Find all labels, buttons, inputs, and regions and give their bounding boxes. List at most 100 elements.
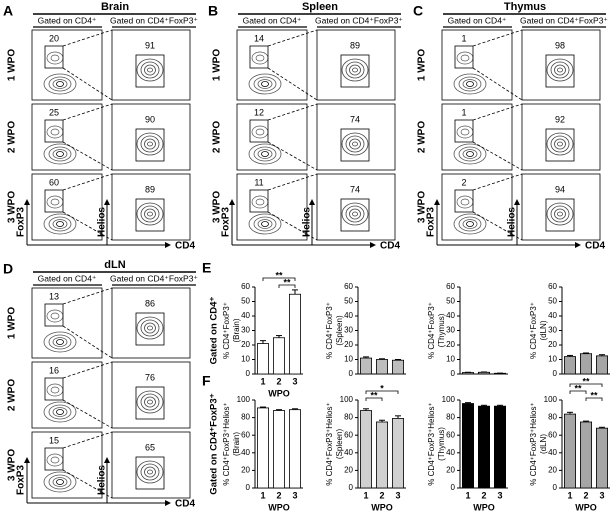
panel-title: dLN [104, 259, 125, 271]
significance-label: * [380, 383, 384, 393]
gate-link [267, 211, 318, 241]
bar [391, 359, 404, 375]
significance-bracket [569, 383, 603, 387]
bar [461, 403, 474, 489]
contour [352, 67, 358, 73]
significance-bracket [278, 284, 296, 288]
y-tick-label: 0 [246, 369, 251, 378]
y-tick-label: 40 [548, 311, 557, 320]
x-tick-label: 2 [583, 490, 588, 500]
column-header: Gated on CD4⁺FoxP3⁺ [315, 15, 403, 25]
y-axis-label: % CD4⁺FoxP3⁺Helios⁺ [529, 402, 538, 485]
contour [48, 146, 72, 162]
y-tick-label: 40 [446, 448, 455, 457]
row-label: 2 WPO [7, 121, 18, 153]
gate-link [62, 287, 113, 305]
gate-value: 25 [49, 107, 59, 117]
contour [546, 202, 574, 226]
gate-link [267, 173, 318, 191]
contour [56, 81, 64, 87]
y-tick-label: 40 [241, 311, 250, 320]
contour [144, 322, 156, 334]
contour [550, 135, 570, 153]
significance-label: ** [582, 376, 590, 386]
contour [52, 149, 68, 159]
gate-link [472, 141, 523, 171]
x-axis-label: WPO [473, 502, 495, 512]
contour [453, 143, 487, 165]
column-header: Gated on CD4⁺FoxP3⁺ [110, 15, 198, 25]
contour [46, 453, 64, 467]
plot-frame [111, 431, 191, 499]
x-tick-label: 3 [599, 490, 604, 500]
contour [56, 339, 64, 345]
y-tick-label: 40 [548, 448, 557, 457]
y-tick-label: 40 [344, 448, 353, 457]
x-tick-label: 2 [276, 376, 281, 386]
gate-value: 60 [49, 177, 59, 187]
bar [596, 427, 609, 489]
contour [50, 312, 60, 320]
axis-label: FoxP3 [221, 207, 232, 237]
contour [349, 64, 361, 76]
y-axis-label: % CD4⁺FoxP3⁺Helios⁺ [222, 402, 231, 485]
contour [554, 208, 566, 220]
contour [251, 195, 269, 209]
gate [44, 377, 64, 401]
contour [345, 61, 365, 79]
row-label: 3 WPO [7, 191, 18, 223]
column-header: Gated on CD4⁺ [38, 273, 97, 283]
y-axis-label: (Thymus) [437, 427, 446, 461]
contour [56, 151, 64, 157]
gate-value: 1 [461, 33, 466, 43]
plot-frame [521, 173, 601, 241]
significance-label: ** [370, 390, 378, 400]
y-tick-label: 20 [446, 466, 455, 475]
bar [493, 405, 506, 489]
y-tick-label: 50 [446, 297, 455, 306]
gate [340, 54, 370, 88]
bar [564, 356, 577, 375]
contour [52, 79, 68, 89]
y-tick-label: 0 [349, 369, 354, 378]
plot-frame [521, 103, 601, 171]
contour [248, 143, 282, 165]
gate [44, 189, 64, 213]
contour [52, 477, 68, 487]
contour [460, 54, 470, 62]
contour [48, 334, 72, 350]
axis-label: CD4 [175, 499, 195, 510]
axis-label: Helios [97, 207, 108, 237]
y-tick-label: 40 [241, 448, 250, 457]
contour [341, 132, 369, 156]
gate-value: 13 [49, 291, 59, 301]
gate-link [62, 325, 113, 359]
contour [46, 383, 64, 397]
gate-link [62, 141, 113, 171]
contour [43, 401, 77, 423]
plot-frame [316, 173, 396, 241]
contour [136, 390, 164, 414]
contour [466, 81, 474, 87]
y-tick-label: 20 [344, 340, 353, 349]
gate-value: 16 [49, 365, 59, 375]
contour [253, 76, 277, 92]
panel-title: Thymus [504, 1, 546, 13]
gate [44, 303, 64, 327]
significance-bracket [569, 390, 587, 394]
contour [48, 216, 72, 232]
y-tick-label: 60 [241, 430, 250, 439]
x-tick-label: 1 [260, 376, 265, 386]
gate [454, 119, 474, 143]
contour [48, 474, 72, 490]
y-tick-label: 20 [548, 340, 557, 349]
gate [44, 119, 64, 143]
y-tick-label: 0 [451, 483, 456, 492]
axis-label: FoxP3 [16, 465, 27, 495]
row-label: 1 WPO [417, 49, 428, 81]
contour [261, 221, 269, 227]
contour [144, 64, 156, 76]
plot-frame [111, 29, 191, 101]
bar [375, 359, 388, 375]
